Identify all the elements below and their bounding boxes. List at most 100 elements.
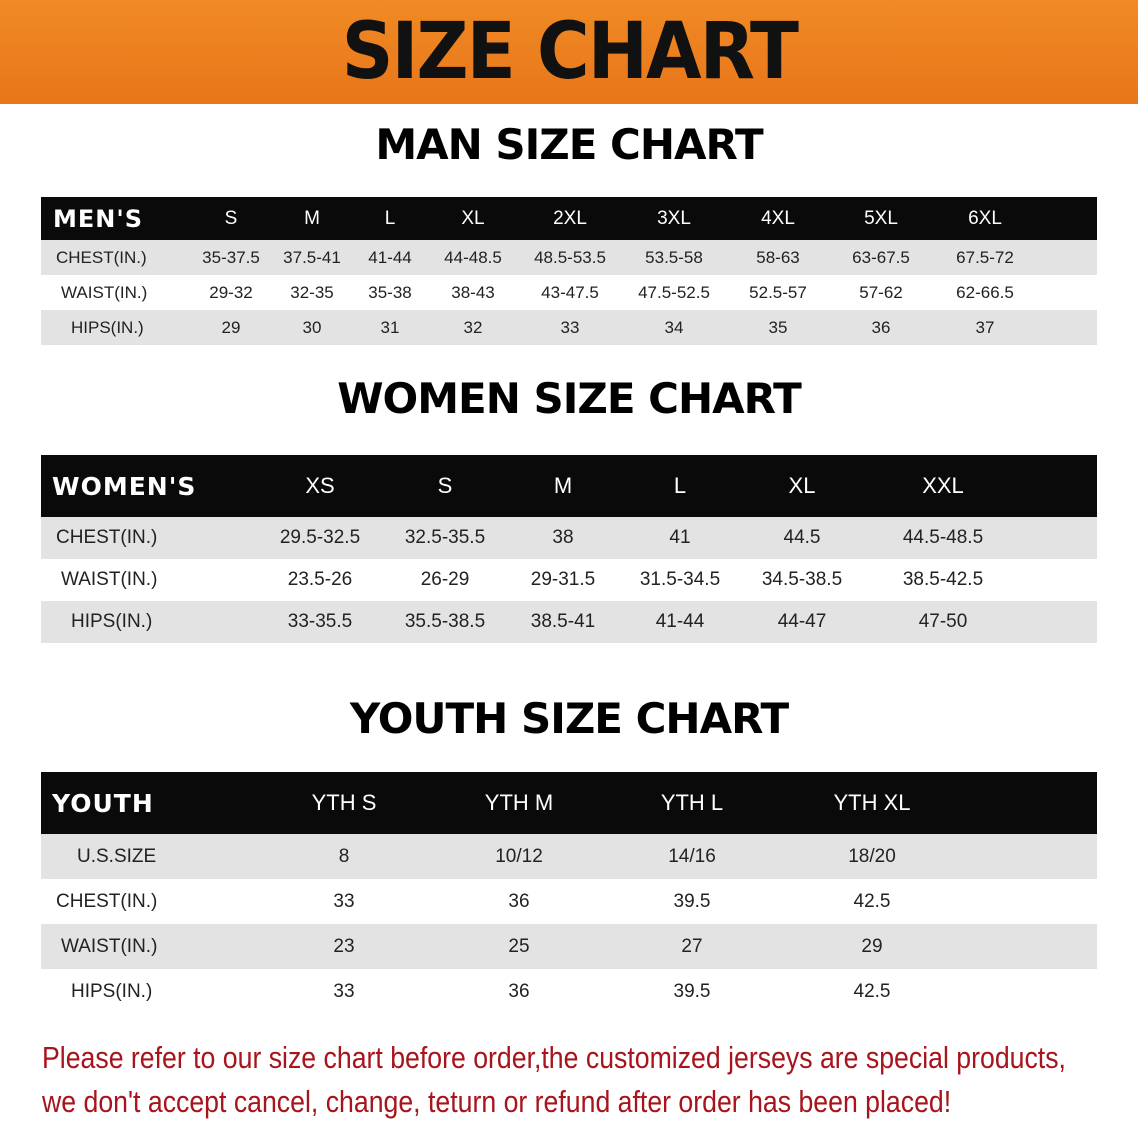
notice-line-1: Please refer to our size chart before or… bbox=[42, 1040, 1066, 1075]
measurement-cell: 53.5-58 bbox=[645, 247, 703, 267]
measurement-cell: 35 bbox=[768, 317, 788, 337]
size-header-cell: L bbox=[673, 473, 687, 498]
table-title-cell: WOMEN'S bbox=[52, 471, 197, 501]
order-notice: Please refer to our size chart before or… bbox=[42, 1036, 1126, 1124]
size-header-cell: XS bbox=[305, 473, 335, 498]
measurement-cell: 35.5-38.5 bbox=[404, 611, 486, 632]
row-label: HIPS(IN.) bbox=[71, 980, 153, 1002]
measurement-cell: 25 bbox=[508, 935, 530, 957]
table-header-row: WOMEN'S XS S M L XL XXL bbox=[41, 455, 1097, 517]
women-section-title: WOMEN SIZE CHART bbox=[337, 374, 802, 423]
row-label: HIPS(IN.) bbox=[71, 317, 144, 337]
youth-size-table: YOUTH YTH S YTH M YTH L YTH XL U.S.SIZE 8 10/12… bbox=[41, 772, 1097, 1014]
measurement-cell: 29-32 bbox=[209, 282, 253, 302]
measurement-cell: 44-48.5 bbox=[444, 247, 502, 267]
row-label: WAIST(IN.) bbox=[61, 282, 148, 302]
row-label: HIPS(IN.) bbox=[71, 611, 153, 632]
table-row: CHEST(IN.) 33 36 39.5 42.5 bbox=[41, 879, 1097, 924]
measurement-cell: 38.5-41 bbox=[530, 611, 596, 632]
measurement-cell: 23.5-26 bbox=[287, 569, 353, 590]
size-header-cell: 5XL bbox=[864, 207, 898, 229]
measurement-cell: 33-35.5 bbox=[287, 611, 353, 632]
measurement-cell: 43-47.5 bbox=[541, 282, 599, 302]
measurement-cell: 18/20 bbox=[848, 845, 896, 867]
row-label: U.S.SIZE bbox=[77, 845, 157, 867]
size-header-cell: YTH XL bbox=[833, 790, 911, 815]
size-header-cell: XL bbox=[461, 207, 485, 229]
size-header-cell: M bbox=[553, 473, 573, 498]
size-header-cell: 3XL bbox=[657, 207, 691, 229]
measurement-cell: 41-44 bbox=[655, 611, 705, 632]
measurement-cell: 14/16 bbox=[668, 845, 716, 867]
row-label: CHEST(IN.) bbox=[56, 247, 147, 267]
notice-line-2: we don't accept cancel, change, teturn o… bbox=[42, 1084, 952, 1119]
measurement-cell: 26-29 bbox=[420, 569, 470, 590]
row-label: CHEST(IN.) bbox=[56, 527, 158, 548]
measurement-cell: 62-66.5 bbox=[956, 282, 1014, 302]
measurement-cell: 34 bbox=[664, 317, 684, 337]
size-header-cell: S bbox=[224, 207, 238, 229]
size-header-cell: XL bbox=[788, 473, 816, 498]
measurement-cell: 41 bbox=[669, 527, 691, 548]
size-header-cell: YTH S bbox=[311, 790, 377, 815]
measurement-cell: 32 bbox=[463, 317, 483, 337]
measurement-cell: 34.5-38.5 bbox=[761, 569, 843, 590]
measurement-cell: 58-63 bbox=[756, 247, 800, 267]
measurement-cell: 42.5 bbox=[853, 980, 891, 1002]
table-row: CHEST(IN.) 29.5-32.5 32.5-35.5 38 41 44.5 44.5… bbox=[41, 517, 1097, 559]
table-row: HIPS(IN.) 33-35.5 35.5-38.5 38.5-41 41-44 44-… bbox=[41, 601, 1097, 643]
measurement-cell: 44-47 bbox=[777, 611, 827, 632]
measurement-cell: 29 bbox=[861, 935, 883, 957]
measurement-cell: 47-50 bbox=[918, 611, 968, 632]
measurement-cell: 10/12 bbox=[495, 845, 543, 867]
size-header-cell: YTH L bbox=[660, 790, 724, 815]
size-header-cell: XXL bbox=[922, 473, 964, 498]
youth-section-title: YOUTH SIZE CHART bbox=[349, 694, 789, 743]
measurement-cell: 41-44 bbox=[368, 247, 412, 267]
size-header-cell: 6XL bbox=[968, 207, 1002, 229]
size-header-cell: L bbox=[384, 207, 396, 229]
measurement-cell: 42.5 bbox=[853, 890, 891, 912]
measurement-cell: 32.5-35.5 bbox=[404, 527, 486, 548]
measurement-cell: 38 bbox=[552, 527, 574, 548]
men-size-table: MEN'S S M L XL 2XL 3XL 4XL 5XL 6XL CHEST(IN.) 35-37… bbox=[41, 197, 1097, 345]
size-header-cell: 2XL bbox=[553, 207, 587, 229]
banner-title: SIZE CHART bbox=[341, 7, 798, 97]
table-title-cell: YOUTH bbox=[52, 788, 154, 818]
table-title-cell: MEN'S bbox=[53, 204, 143, 233]
measurement-cell: 38-43 bbox=[451, 282, 495, 302]
measurement-cell: 31 bbox=[380, 317, 400, 337]
measurement-cell: 44.5-48.5 bbox=[902, 527, 984, 548]
measurement-cell: 48.5-53.5 bbox=[534, 247, 606, 267]
measurement-cell: 27 bbox=[681, 935, 703, 957]
size-header-cell: YTH M bbox=[484, 790, 554, 815]
measurement-cell: 36 bbox=[508, 890, 530, 912]
measurement-cell: 57-62 bbox=[859, 282, 903, 302]
measurement-cell: 33 bbox=[333, 980, 355, 1002]
size-header-cell: S bbox=[437, 473, 453, 498]
measurement-cell: 36 bbox=[508, 980, 530, 1002]
table-row: HIPS(IN.) 33 36 39.5 42.5 bbox=[41, 969, 1097, 1014]
table-row: WAIST(IN.) 23.5-26 26-29 29-31.5 31.5-34.5 34… bbox=[41, 559, 1097, 601]
measurement-cell: 63-67.5 bbox=[852, 247, 910, 267]
table-row: HIPS(IN.) 29 30 31 32 33 34 35 36 37 bbox=[41, 310, 1097, 345]
measurement-cell: 67.5-72 bbox=[956, 247, 1014, 267]
measurement-cell: 37.5-41 bbox=[283, 247, 341, 267]
women-size-table: WOMEN'S XS S M L XL XXL CHEST(IN.) 29.5-32.5 32.5… bbox=[41, 455, 1097, 643]
measurement-cell: 47.5-52.5 bbox=[638, 282, 710, 302]
measurement-cell: 8 bbox=[338, 845, 350, 867]
table-header-row: YOUTH YTH S YTH M YTH L YTH XL bbox=[41, 772, 1097, 834]
measurement-cell: 33 bbox=[560, 317, 580, 337]
table-row: WAIST(IN.) 23 25 27 29 bbox=[41, 924, 1097, 969]
table-row: U.S.SIZE 8 10/12 14/16 18/20 bbox=[41, 834, 1097, 879]
measurement-cell: 38.5-42.5 bbox=[902, 569, 984, 590]
table-header-row: MEN'S S M L XL 2XL 3XL 4XL 5XL 6XL bbox=[41, 197, 1097, 240]
measurement-cell: 32-35 bbox=[290, 282, 334, 302]
measurement-cell: 29-31.5 bbox=[530, 569, 596, 590]
measurement-cell: 37 bbox=[975, 317, 995, 337]
row-label: WAIST(IN.) bbox=[61, 935, 158, 957]
size-header-cell: 4XL bbox=[761, 207, 795, 229]
table-row: WAIST(IN.) 29-32 32-35 35-38 38-43 43-47.5 47.… bbox=[41, 275, 1097, 310]
row-label: WAIST(IN.) bbox=[61, 569, 158, 590]
table-row: CHEST(IN.) 35-37.5 37.5-41 41-44 44-48.5 48.5… bbox=[41, 240, 1097, 275]
